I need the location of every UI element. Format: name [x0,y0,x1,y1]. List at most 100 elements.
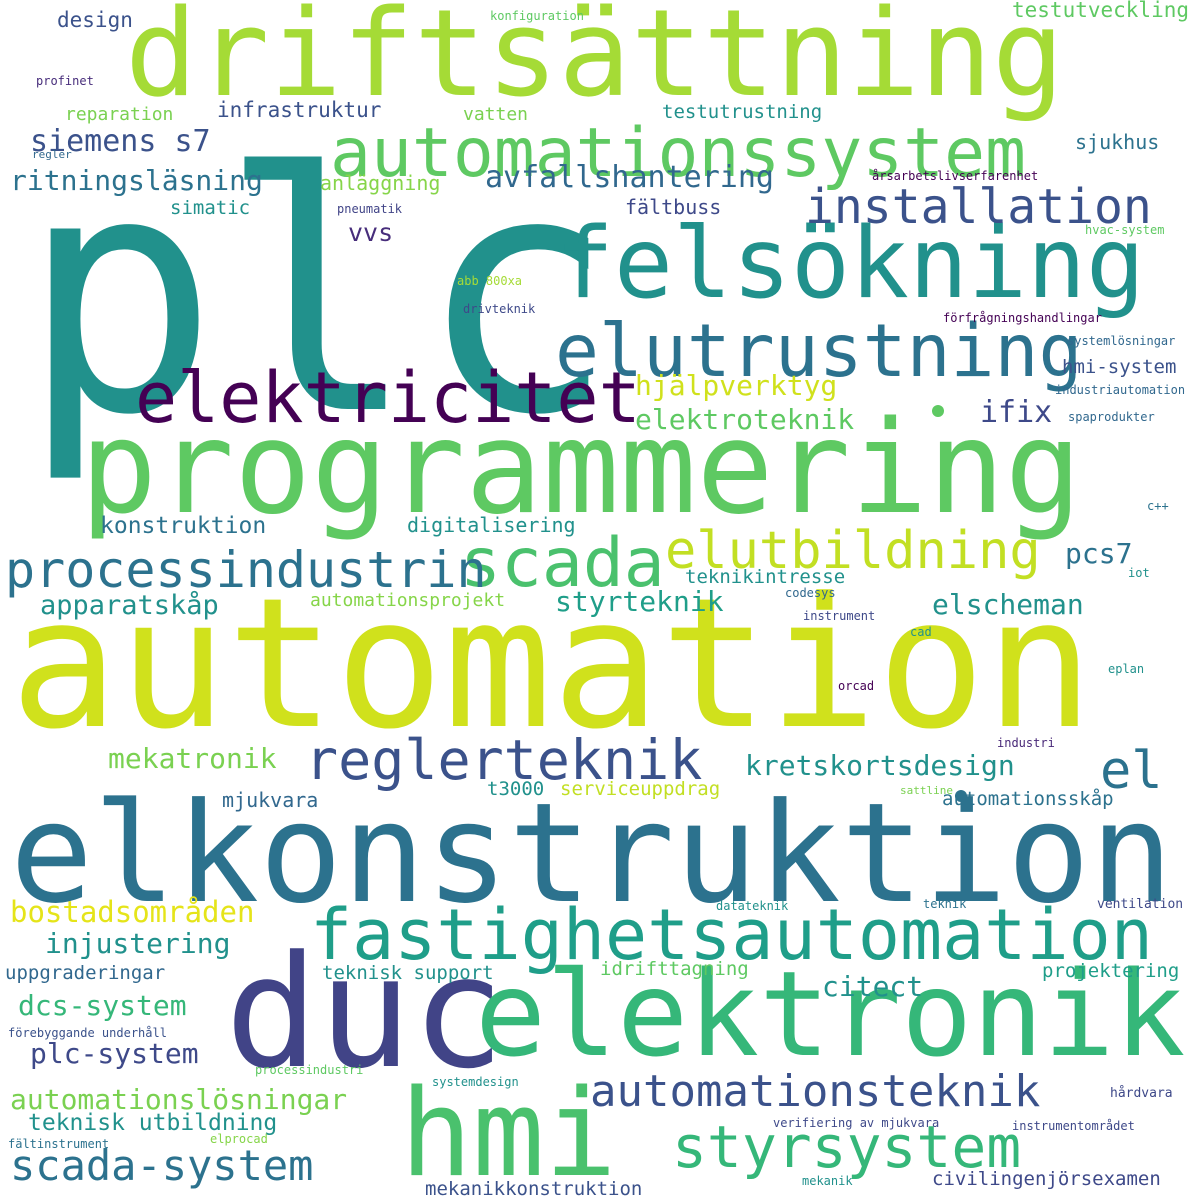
word-styrteknik: styrteknik [555,585,724,618]
word-abb-800xa: abb 800xa [457,274,523,288]
word-cad: cad [910,625,932,639]
word-profinet: profinet [36,74,94,88]
word-apparatskap: apparatskåp [40,590,219,621]
word-automationsskap: automationsskåp [942,788,1114,810]
word-ventilation: ventilation [1097,897,1184,912]
word-hmi-system: hmi-system [1062,356,1177,378]
word-mjukvara: mjukvara [222,788,319,812]
word-automationsprojekt: automationsprojekt [310,590,506,611]
word-duc: duc [225,922,505,1103]
word-elektroteknik: elektroteknik [635,403,855,436]
word-serviceuppdrag: serviceuppdrag [560,778,721,800]
word-el: el [1100,741,1163,801]
word-teknisk-support: teknisk support [322,962,494,984]
word-sjukhus: sjukhus [1075,130,1160,154]
word-scada-system: scada-system [10,1141,314,1190]
word-elprocad: elprocad [210,1132,268,1146]
word-anlaggning: anläggning [320,171,441,195]
word-design: design [57,8,133,32]
word-sattline: sattline [900,784,953,797]
word-elutbildning: elutbildning [665,521,1041,581]
word-automationslosningar: automationslösningar [10,1083,348,1116]
word-faltbuss: fältbuss [625,195,722,219]
word-processindustrin: processindustrin [5,541,487,599]
word-fastighetsautomation: fastighetsautomation [310,894,1153,976]
word-infrastruktur: infrastruktur [217,98,382,122]
word-reglerteknik: reglerteknik [305,728,703,792]
word-cpp: c++ [1147,499,1169,513]
word-vvs: vvs [348,218,394,247]
word-iot: iot [1128,566,1150,580]
word-testutveckling: testutveckling [1012,0,1190,22]
word-elutrustning: elutrustning [555,309,1083,394]
word-digitalisering: digitalisering [407,513,576,537]
word-hvac-system: hvac-system [1085,223,1165,237]
word-ifix: ifix [980,395,1053,430]
word-scada: scada [460,524,665,603]
word-civilingenjorsexamen: civilingenjörsexamen [932,1168,1161,1190]
word-injustering: injustering [45,927,231,960]
word-elscheman: elscheman [932,588,1084,621]
word-spaprodukter: spaprodukter [1068,410,1155,424]
word-automation: automation [10,560,1094,769]
word-forfragningshandlingar: förfrågningshandlingar [943,311,1102,325]
word-industriautomation: industriautomation [1055,383,1186,397]
word-kretskortsdesign: kretskortsdesign [745,749,1015,782]
word-processindustri: processindustri [255,1063,364,1077]
word-testutrustning: testutrustning [662,101,823,123]
word-instrument: instrument [803,609,876,623]
word-projektering: projektering [1042,960,1180,982]
word-hjalpverktyg: hjälpverktyg [635,369,838,402]
word-ritningslasning: ritningsläsning [10,164,263,197]
word-arsarbetslivserfarenhet: årsarbetslivserfarenhet [872,169,1039,183]
word-systemdesign: systemdesign [432,1075,519,1089]
word-datateknik: datateknik [716,899,789,913]
word-elkonstruktion: elkonstruktion [10,773,1174,934]
word-plc: plc [20,103,617,487]
word-drivteknik: drivteknik [463,302,536,316]
word-simatic: simatic [170,197,251,219]
word-automationssystem: automationssystem [330,114,1026,193]
word-orcad: orcad [838,679,875,693]
word-industri: industri [997,736,1055,750]
word-regler: regler [32,148,72,161]
word-uppgraderingar: uppgraderingar [5,962,166,984]
word-mekanikkonstruktion: mekanikkonstruktion [425,1178,643,1200]
word-pneumatik: pneumatik [337,202,403,216]
word-eplan: eplan [1108,662,1145,676]
word-teknikintresse: teknikintresse [685,566,846,588]
word-reparation: reparation [65,104,174,125]
word-forebyggande-underhall: förebyggande underhåll [8,1026,167,1040]
dot-mark [955,790,967,802]
word-teknik: teknik [923,897,967,911]
word-styrsystem: styrsystem [672,1113,1022,1181]
word-instrumentomradet: instrumentområdet [1012,1119,1135,1133]
word-citect: citect [822,970,924,1003]
word-driftsattning: driftsättning [125,0,1065,124]
word-felsokning: felsökning [555,207,1146,321]
word-elektricitet: elektricitet [135,357,641,439]
word-hmi: hmi [400,1065,617,1200]
word-programmering: programmering [80,394,1082,543]
word-mekanik: mekanik [802,1174,853,1188]
word-konfiguration: konfiguration [490,9,584,23]
word-plc-system: plc-system [30,1037,199,1070]
word-idrifttagning: idrifttagning [600,958,749,980]
word-faltinstrument: fältinstrument [8,1137,110,1151]
word-t3000: t3000 [487,778,545,800]
word-bostadsomraden: bostadsområden [10,895,255,929]
word-elektronik: elektronik [475,945,1186,1083]
word-verifiering-av-mjukvara: verifiering av mjukvara [773,1116,940,1130]
word-installation: installation [805,179,1152,235]
word-siemens-s7: siemens s7 [30,124,211,159]
word-konstruktion: konstruktion [100,513,267,539]
word-pcs7: pcs7 [1065,537,1133,570]
word-teknisk-utbildning: teknisk utbildning [28,1110,278,1136]
word-mekatronik: mekatronik [108,742,277,775]
dot-mark [932,405,944,417]
word-avfallshantering: avfallshantering [485,160,774,195]
word-automationsteknik: automationsteknik [590,1066,1041,1117]
word-dcs-system: dcs-system [18,989,187,1022]
word-vatten: vatten [463,104,529,125]
